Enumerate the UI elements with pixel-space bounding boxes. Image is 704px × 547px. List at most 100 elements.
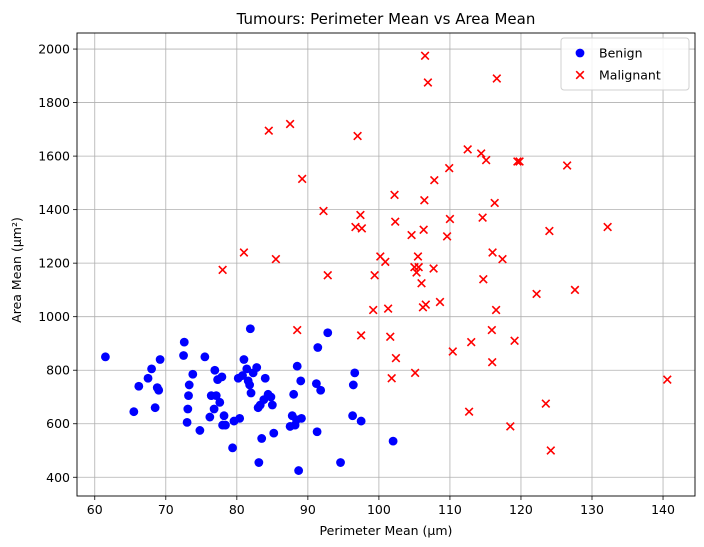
malignant-point xyxy=(603,222,612,232)
benign-point xyxy=(184,391,193,401)
malignant-point xyxy=(492,74,502,83)
benign-point xyxy=(294,466,304,475)
malignant-point xyxy=(463,145,473,154)
malignant-point xyxy=(570,285,580,295)
malignant-point xyxy=(481,155,491,165)
y-tick-label: 1600 xyxy=(38,149,70,164)
benign-point xyxy=(210,365,220,375)
benign-point xyxy=(154,385,164,395)
benign-point xyxy=(242,364,252,374)
benign-point xyxy=(292,361,302,371)
y-tick-label: 800 xyxy=(46,363,70,378)
malignant-point xyxy=(476,149,486,158)
benign-point xyxy=(150,403,160,413)
malignant-point xyxy=(505,422,515,431)
malignant-point xyxy=(285,119,295,129)
malignant-point xyxy=(390,190,399,200)
y-tick-label: 1800 xyxy=(38,95,70,110)
benign-point xyxy=(200,352,210,362)
benign-point xyxy=(239,355,249,364)
benign-point xyxy=(245,324,255,334)
benign-point xyxy=(316,385,326,395)
x-tick-label: 140 xyxy=(651,502,675,517)
malignant-point xyxy=(545,226,554,236)
plot-area xyxy=(101,51,672,475)
x-tick-label: 130 xyxy=(580,502,604,517)
benign-point xyxy=(215,397,225,407)
x-tick-label: 60 xyxy=(87,502,103,517)
malignant-point xyxy=(353,131,362,141)
legend: Benign Malignant xyxy=(560,37,690,91)
benign-point xyxy=(245,380,255,390)
benign-point xyxy=(260,373,270,383)
malignant-point xyxy=(478,274,488,284)
malignant-point xyxy=(510,336,519,346)
malignant-point xyxy=(487,325,497,335)
malignant-point xyxy=(387,373,397,383)
y-axis-label: Area Mean (µm²) xyxy=(9,217,24,323)
malignant-point xyxy=(435,297,445,307)
malignant-point xyxy=(513,157,522,166)
x-tick-label: 110 xyxy=(438,502,462,517)
malignant-point xyxy=(464,407,474,417)
malignant-point xyxy=(271,254,281,264)
benign-point xyxy=(313,343,323,352)
benign-point xyxy=(348,380,358,390)
benign-point xyxy=(267,400,277,410)
malignant-point xyxy=(444,163,454,173)
series-benign xyxy=(101,324,398,475)
y-tick-label: 1400 xyxy=(38,202,70,217)
legend-marker-benign xyxy=(575,48,585,58)
malignant-point xyxy=(370,270,379,280)
y-tick-label: 2000 xyxy=(38,42,70,57)
benign-point xyxy=(217,372,227,382)
x-tick-label: 120 xyxy=(509,502,533,517)
benign-point xyxy=(336,458,345,467)
malignant-point xyxy=(357,224,367,233)
malignant-point xyxy=(662,375,672,384)
malignant-point xyxy=(297,174,307,184)
benign-point xyxy=(211,391,221,401)
malignant-point xyxy=(407,230,416,240)
malignant-point xyxy=(356,331,366,340)
benign-point xyxy=(219,411,229,421)
malignant-point xyxy=(532,289,541,299)
benign-point xyxy=(143,373,153,383)
malignant-point xyxy=(385,332,395,342)
legend-marker-malignant xyxy=(575,70,585,80)
malignant-point xyxy=(420,51,430,61)
malignant-point xyxy=(490,198,500,208)
malignant-point xyxy=(264,126,274,136)
benign-point xyxy=(182,418,192,427)
malignant-point xyxy=(239,248,249,257)
chart-title: Tumours: Perimeter Mean vs Area Mean xyxy=(236,10,536,28)
benign-point xyxy=(184,380,194,390)
malignant-point xyxy=(488,248,497,257)
malignant-point xyxy=(218,265,227,275)
benign-point xyxy=(195,426,205,435)
benign-point xyxy=(179,337,189,347)
y-tick-label: 400 xyxy=(46,470,70,485)
malignant-point xyxy=(412,268,421,277)
malignant-point xyxy=(478,213,487,223)
malignant-point xyxy=(498,254,507,264)
malignant-point xyxy=(423,78,433,87)
benign-point xyxy=(129,407,139,417)
x-tick-label: 70 xyxy=(158,502,174,517)
benign-point xyxy=(388,436,398,446)
legend-box xyxy=(560,37,690,91)
benign-point xyxy=(356,416,366,426)
x-tick-label: 100 xyxy=(367,502,391,517)
benign-point xyxy=(252,363,262,372)
malignant-point xyxy=(368,305,378,315)
malignant-point xyxy=(448,347,458,356)
benign-point xyxy=(235,413,245,423)
legend-label-malignant: Malignant xyxy=(599,68,661,83)
malignant-point xyxy=(487,357,497,367)
malignant-point xyxy=(546,446,556,455)
benign-point xyxy=(205,412,215,422)
benign-point xyxy=(228,443,237,453)
malignant-point xyxy=(429,175,439,185)
